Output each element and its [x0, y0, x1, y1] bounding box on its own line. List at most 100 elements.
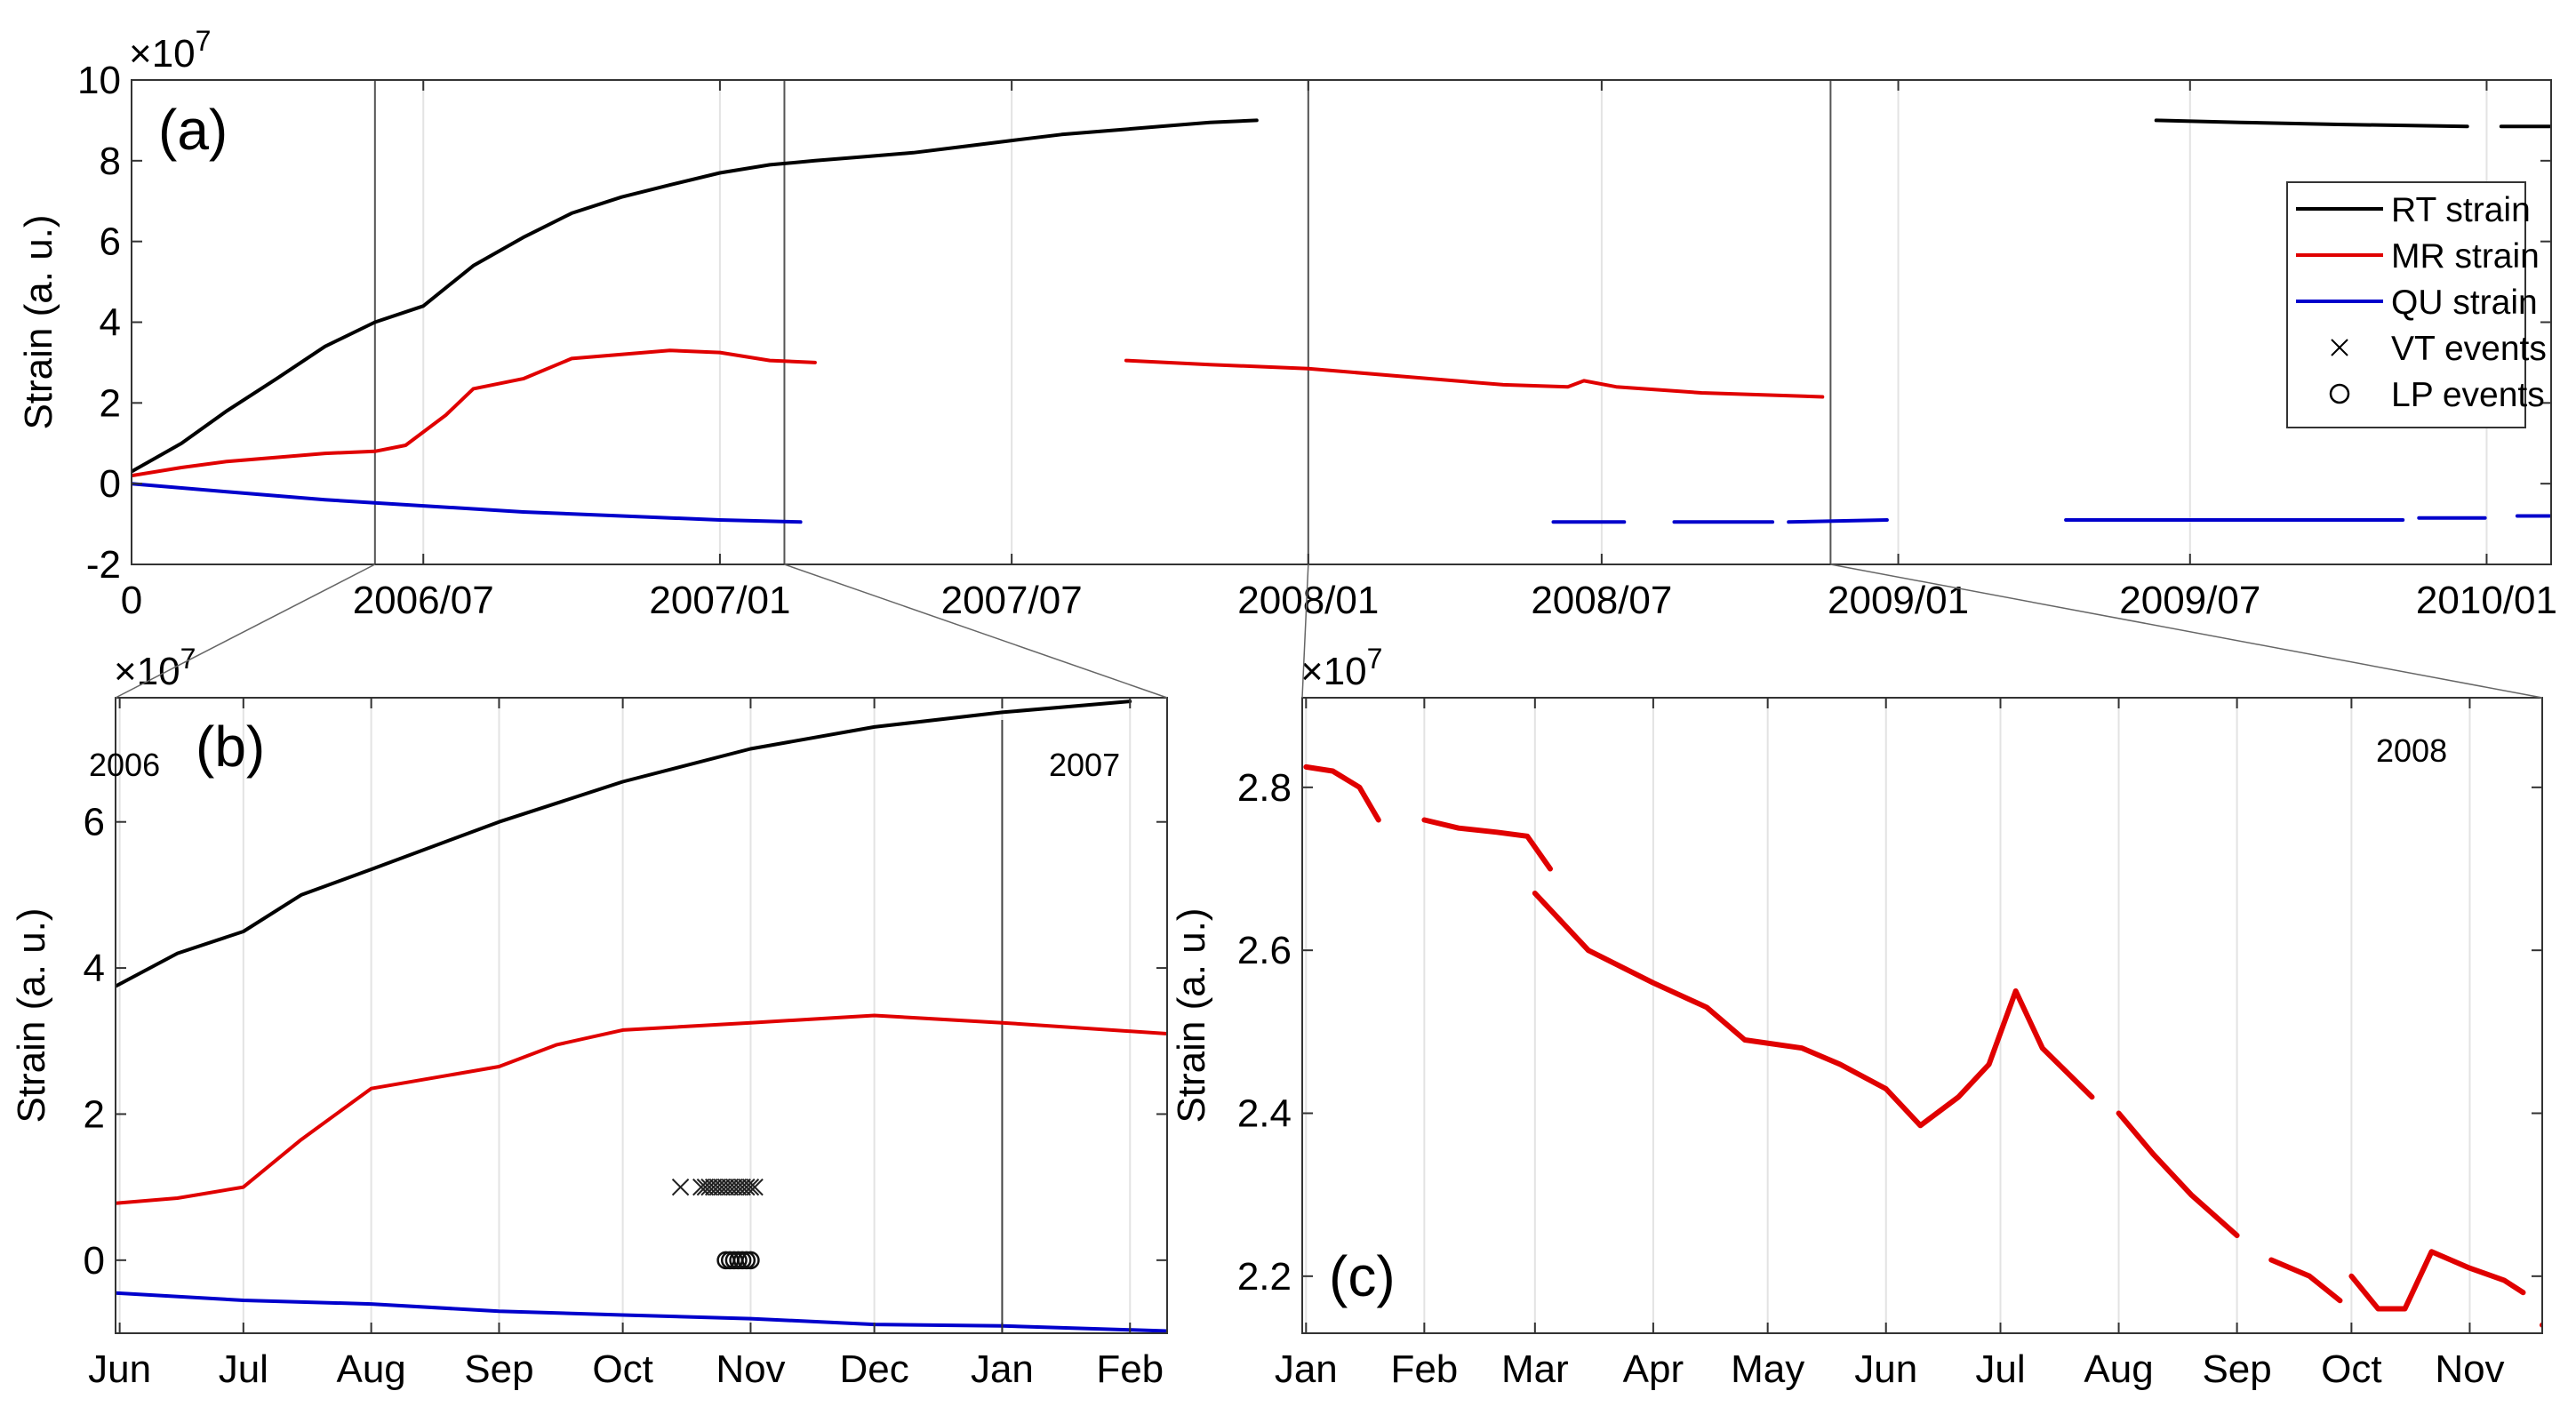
- (c)-xtick-label-5: Jun: [1854, 1347, 1917, 1391]
- (b)-ytick-label-1: 2: [84, 1092, 105, 1136]
- vt-event-marker-2: [696, 1178, 715, 1196]
- (a)-xtick-label-8: 2010/01: [2416, 579, 2557, 622]
- legend-swatch-lp-events: [2329, 383, 2350, 404]
- zoom-box-0: [373, 79, 786, 565]
- (b)-series-group: [116, 700, 1167, 1333]
- vt-event-marker-9: [725, 1178, 743, 1196]
- (b)-year-label-0: 2006: [89, 747, 160, 783]
- vt-event-marker-12: [738, 1178, 756, 1196]
- (b)-axes-frame: [115, 697, 1168, 1334]
- (c)-xtick-label-9: Oct: [2321, 1347, 2381, 1391]
- vt-event-marker-11: [733, 1178, 751, 1196]
- (a)-ylabel: Strain (a. u.): [17, 214, 60, 429]
- (c)-xtick-label-2: Mar: [1501, 1347, 1569, 1391]
- (c)-ytick-label-0: 2.2: [1237, 1255, 1292, 1299]
- (a)-panel-label: (a): [158, 98, 228, 162]
- series-rt-strain-seg-1: [2154, 118, 2469, 129]
- series-qu-strain-seg-0: [132, 482, 803, 524]
- (b)-xtick-label-0: Jun: [88, 1347, 151, 1391]
- series-rt-strain-seg-0: [132, 118, 1259, 474]
- (b)-xtick-label-7: Jan: [971, 1347, 1034, 1391]
- series-mr-strain-seg-1: [1421, 817, 1553, 872]
- series-mr-strain-seg-5: [2348, 1249, 2526, 1312]
- (c)-xtick-label-10: Nov: [2435, 1347, 2504, 1391]
- vt-event-marker-7: [716, 1178, 735, 1196]
- (b)-xtick-label-6: Dec: [839, 1347, 908, 1391]
- (b)-xtick-label-1: Jul: [219, 1347, 268, 1391]
- (c)-xtick-label-8: Sep: [2202, 1347, 2271, 1391]
- (b)-xtick-label-4: Oct: [592, 1347, 652, 1391]
- (a)-xtick-label-3: 2007/07: [941, 579, 1083, 622]
- vt-event-marker-3: [700, 1178, 718, 1196]
- (c)-xtick-label-4: May: [1731, 1347, 1804, 1391]
- panel-b: 0 2 4 6 Jun Jul Aug Sep Oct Nov Dec Jan Feb Strain (a…: [10, 643, 1168, 1391]
- (c)-ytick-label-3: 2.8: [1237, 766, 1292, 810]
- (a)-xtick-label-4: 2008/01: [1237, 579, 1379, 622]
- (a)-ytick-label-5: 8: [100, 140, 121, 183]
- legend: RT strain MR strain QU strain VT events LP e…: [2286, 181, 2547, 428]
- (b)-year-label-1: 2007: [1049, 747, 1120, 783]
- (b)-y-exponent: ×107: [114, 643, 196, 693]
- (b)-xtick-label-8: Feb: [1096, 1347, 1164, 1391]
- (a)-series-group: [132, 118, 2551, 524]
- (b)-panel-label: (b): [196, 715, 265, 779]
- series-mr-strain-seg-6: [2540, 1321, 2542, 1328]
- vt-event-marker-1: [692, 1178, 710, 1196]
- (c)-ytick-label-2: 2.6: [1237, 929, 1292, 972]
- (a)-axes-frame: [131, 79, 2552, 565]
- (c)-xtick-label-1: Feb: [1390, 1347, 1458, 1391]
- vt-event-marker-8: [721, 1178, 739, 1196]
- legend-box: [2286, 181, 2526, 428]
- (c)-series-group: [1303, 763, 2542, 1328]
- (b)-xtick-label-2: Aug: [336, 1347, 405, 1391]
- legend-label-mr-strain: MR strain: [2391, 237, 2540, 276]
- (b)-ytick-label-0: 0: [84, 1239, 105, 1283]
- series-mr-strain-seg-0: [116, 1013, 1167, 1205]
- (a)-xtick-label-6: 2009/01: [1828, 579, 1969, 622]
- series-mr-strain-seg-4: [2268, 1257, 2343, 1304]
- vt-event-marker-13: [741, 1178, 760, 1196]
- (a)-ytick-label-3: 4: [100, 301, 121, 345]
- (c)-ytick-label-1: 2.4: [1237, 1092, 1292, 1136]
- zoom-connector-lines: [115, 564, 2543, 699]
- (a)-ytick-label-6: 10: [77, 59, 121, 102]
- (c)-xtick-label-0: Jan: [1275, 1347, 1338, 1391]
- (b)-ytick-label-2: 4: [84, 947, 105, 990]
- (a)-xtick-label-2: 2007/01: [649, 579, 790, 622]
- (c)-ylabel: Strain (a. u.): [1170, 907, 1213, 1123]
- (c)-xtick-label-6: Jul: [1975, 1347, 2025, 1391]
- (a)-ytick-label-0: -2: [86, 543, 121, 587]
- (a)-ytick-label-1: 0: [100, 462, 121, 506]
- legend-label-qu-strain: QU strain: [2391, 284, 2538, 322]
- (b)-xtick-label-5: Nov: [716, 1347, 785, 1391]
- vt-event-marker-0: [671, 1178, 690, 1196]
- (a)-y-exponent: ×107: [129, 25, 211, 76]
- legend-swatch-vt-events: [2331, 339, 2348, 356]
- (a)-xtick-label-1: 2006/07: [353, 579, 494, 622]
- series-qu-strain-seg-3: [1787, 518, 1889, 524]
- zoom-box-1: [1307, 79, 1832, 565]
- vt-event-marker-4: [704, 1178, 723, 1196]
- series-mr-strain-seg-0: [1303, 763, 1381, 823]
- zoom-connector-1-right: [1830, 564, 2543, 699]
- (c)-axes-frame: [1301, 697, 2543, 1334]
- series-mr-strain-seg-2: [1532, 891, 2095, 1129]
- (a)-xtick-label-7: 2009/07: [2119, 579, 2260, 622]
- lp-event-marker-6: [741, 1251, 760, 1270]
- vt-event-marker-10: [729, 1178, 748, 1196]
- panel-c: 2.2 2.4 2.6 2.8 Jan Feb Mar Apr May Jun Jul Aug Sep O…: [1170, 643, 2543, 1391]
- series-mr-strain-seg-3: [2116, 1110, 2240, 1238]
- series-mr-strain-seg-0: [132, 348, 817, 478]
- (b)-ytick-label-3: 6: [84, 801, 105, 844]
- (c)-y-exponent: ×107: [1300, 643, 1382, 693]
- (c)-xtick-label-7: Aug: [2084, 1347, 2153, 1391]
- (c)-year-label-0: 2008: [2376, 732, 2447, 769]
- legend-label-rt-strain: RT strain: [2391, 191, 2531, 229]
- series-qu-strain-seg-0: [116, 1291, 1167, 1333]
- vt-event-marker-14: [746, 1178, 764, 1196]
- series-rt-strain-seg-0: [116, 700, 1132, 988]
- vt-event-marker-5: [708, 1178, 727, 1196]
- (a)-ytick-label-2: 2: [100, 381, 121, 425]
